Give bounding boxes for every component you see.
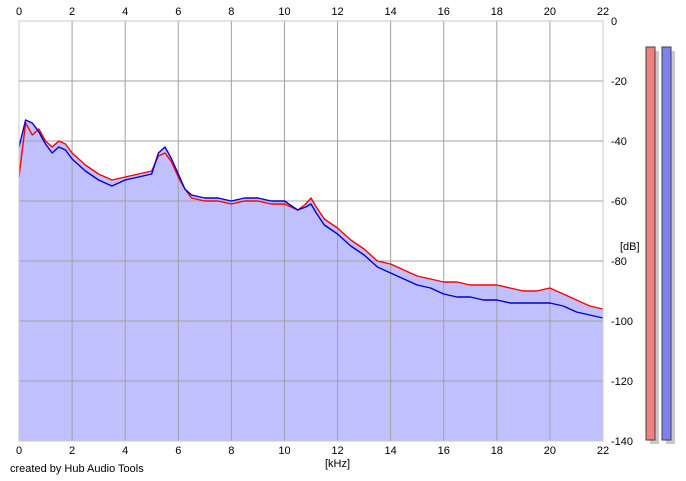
level-meter-bar-0 <box>645 46 656 441</box>
x-tick-label-bottom-6: 6 <box>175 445 181 457</box>
x-tick-label-top-4: 4 <box>122 6 128 18</box>
spectrum-series-0-line <box>18 122 604 310</box>
x-tick-label-top-20: 20 <box>544 6 556 18</box>
y-tick-label--100: -100 <box>611 316 633 328</box>
spectrum-area-fill <box>19 120 603 441</box>
x-tick-label-top-14: 14 <box>385 6 397 18</box>
x-tick-label-bottom-14: 14 <box>385 445 397 457</box>
level-meter-bar-1 <box>661 46 672 441</box>
x-tick-label-top-6: 6 <box>175 6 181 18</box>
y-tick-label--140: -140 <box>611 436 633 448</box>
x-tick-label-bottom-10: 10 <box>278 445 290 457</box>
y-axis-label: [dB] <box>620 241 640 253</box>
x-tick-label-bottom-16: 16 <box>438 445 450 457</box>
x-tick-label-bottom-12: 12 <box>331 445 343 457</box>
x-tick-label-bottom-22: 22 <box>597 445 609 457</box>
y-tick-label--120: -120 <box>611 376 633 388</box>
x-tick-label-top-8: 8 <box>228 6 234 18</box>
spectrum-series-1-line <box>18 119 604 319</box>
x-tick-label-bottom-18: 18 <box>491 445 503 457</box>
y-tick-label-0: 0 <box>611 16 617 28</box>
x-tick-label-bottom-8: 8 <box>228 445 234 457</box>
x-tick-label-top-2: 2 <box>69 6 75 18</box>
y-tick-label--60: -60 <box>611 196 627 208</box>
x-tick-label-top-10: 10 <box>278 6 290 18</box>
x-tick-label-bottom-4: 4 <box>122 445 128 457</box>
x-tick-label-top-12: 12 <box>331 6 343 18</box>
x-tick-label-top-16: 16 <box>438 6 450 18</box>
x-tick-label-bottom-20: 20 <box>544 445 556 457</box>
x-axis-label: [kHz] <box>325 458 350 470</box>
plot-frame <box>18 20 604 442</box>
x-tick-label-top-22: 22 <box>597 6 609 18</box>
x-tick-label-bottom-0: 0 <box>16 445 22 457</box>
y-tick-label--20: -20 <box>611 76 627 88</box>
x-tick-label-top-0: 0 <box>16 6 22 18</box>
x-tick-label-bottom-2: 2 <box>69 445 75 457</box>
credit-text: created by Hub Audio Tools <box>10 463 144 475</box>
x-tick-label-top-18: 18 <box>491 6 503 18</box>
y-tick-label--40: -40 <box>611 136 627 148</box>
y-tick-label--80: -80 <box>611 256 627 268</box>
